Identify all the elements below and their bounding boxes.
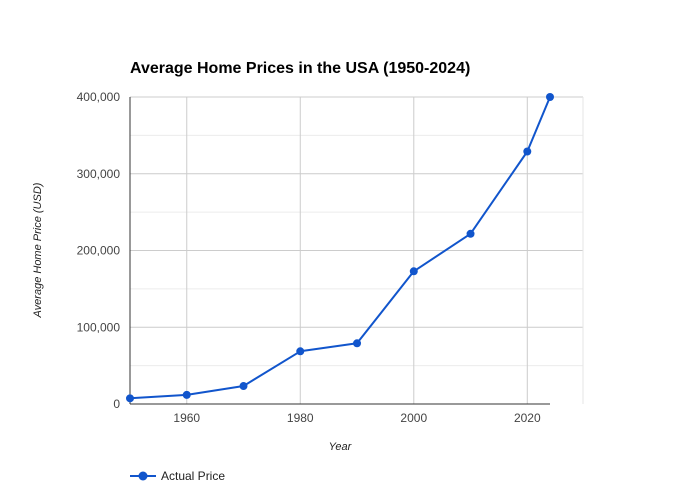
data-point-2010[interactable]: [466, 229, 475, 238]
grid: [130, 96, 584, 404]
data-point-2000[interactable]: [409, 267, 418, 276]
x-tick-label: 1960: [173, 411, 200, 425]
y-tick-label: 200,000: [77, 244, 121, 258]
data-point-1970[interactable]: [239, 382, 248, 391]
data-point-1980[interactable]: [296, 347, 305, 356]
axes: [129, 97, 550, 405]
y-tick-label: 400,000: [77, 90, 121, 104]
legend[interactable]: Actual Price: [130, 469, 225, 483]
legend-marker-swatch: [138, 471, 148, 481]
y-axis-title: Average Home Price (USD): [32, 182, 44, 318]
data-point-2024[interactable]: [546, 93, 554, 101]
legend-label-actual-price: Actual Price: [161, 469, 225, 483]
x-axis-title: Year: [329, 441, 353, 453]
data-point-1950[interactable]: [126, 394, 134, 403]
tick-labels: 0 100,000 200,000 300,000 400,000 1960 1980 200…: [77, 90, 541, 425]
y-tick-label: 0: [113, 397, 120, 411]
y-tick-label: 100,000: [77, 320, 121, 334]
x-tick-label: 2000: [400, 411, 427, 425]
data-point-2020[interactable]: [523, 147, 532, 156]
data-point-1990[interactable]: [353, 339, 362, 348]
x-tick-label: 1980: [287, 411, 314, 425]
chart-title: Average Home Prices in the USA (1950-202…: [130, 60, 470, 77]
x-tick-label: 2020: [514, 411, 541, 425]
data-point-1960[interactable]: [182, 390, 191, 399]
series-line-actual-price: [129, 96, 551, 400]
y-tick-label: 300,000: [77, 167, 121, 181]
series-group: [126, 93, 554, 403]
